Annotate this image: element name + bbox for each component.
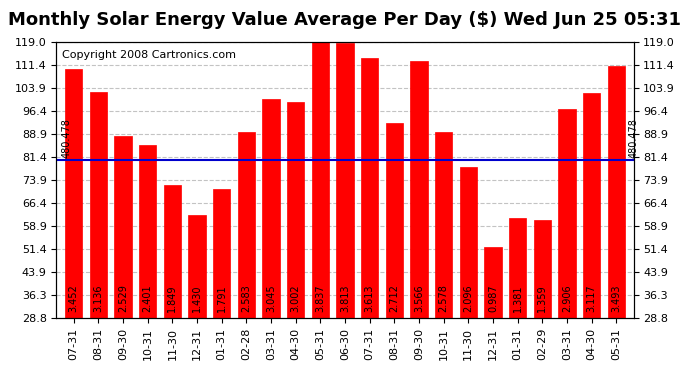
Bar (115, 136, 132, 318)
Bar (312, 42, 329, 318)
Text: 1.791: 1.791 (217, 284, 227, 312)
Text: 2.529: 2.529 (118, 284, 128, 312)
Text: 2.578: 2.578 (439, 284, 449, 312)
Bar (386, 123, 403, 318)
Bar (361, 58, 378, 318)
Bar (336, 43, 354, 318)
Bar (213, 189, 230, 318)
Text: 2.583: 2.583 (241, 284, 251, 312)
Text: 3.136: 3.136 (93, 284, 104, 312)
Text: 3.813: 3.813 (340, 284, 350, 312)
Bar (509, 218, 526, 318)
Bar (411, 61, 428, 318)
Text: 3.452: 3.452 (69, 284, 79, 312)
Bar (65, 69, 82, 318)
Text: 480.478: 480.478 (629, 118, 639, 158)
Bar (188, 215, 206, 318)
Text: 3.613: 3.613 (364, 284, 375, 312)
Bar (139, 145, 157, 318)
Text: 3.566: 3.566 (414, 284, 424, 312)
Bar (460, 167, 477, 318)
Bar (583, 93, 600, 318)
Text: 1.359: 1.359 (538, 284, 547, 312)
Bar (533, 220, 551, 318)
Bar (558, 109, 575, 318)
Text: Monthly Solar Energy Value Average Per Day ($) Wed Jun 25 05:31: Monthly Solar Energy Value Average Per D… (8, 11, 682, 29)
Text: 3.493: 3.493 (611, 284, 621, 312)
Bar (435, 132, 452, 318)
Text: 1.430: 1.430 (192, 284, 202, 312)
Text: 3.117: 3.117 (586, 284, 597, 312)
Text: 2.401: 2.401 (143, 284, 152, 312)
Text: 2.712: 2.712 (389, 284, 400, 312)
Text: 2.906: 2.906 (562, 284, 572, 312)
Bar (90, 92, 107, 318)
Text: 3.837: 3.837 (315, 284, 326, 312)
Text: 480.478: 480.478 (61, 118, 71, 158)
Text: 3.002: 3.002 (290, 284, 301, 312)
Bar (262, 99, 279, 318)
Bar (608, 66, 625, 318)
Text: Copyright 2008 Cartronics.com: Copyright 2008 Cartronics.com (62, 50, 236, 60)
Text: 1.381: 1.381 (513, 284, 522, 312)
Bar (238, 132, 255, 318)
Bar (287, 102, 304, 318)
Text: 0.987: 0.987 (488, 284, 498, 312)
Text: 1.849: 1.849 (168, 284, 177, 312)
Bar (164, 185, 181, 318)
Bar (484, 247, 502, 318)
Text: 3.045: 3.045 (266, 284, 276, 312)
Text: 2.096: 2.096 (463, 284, 473, 312)
